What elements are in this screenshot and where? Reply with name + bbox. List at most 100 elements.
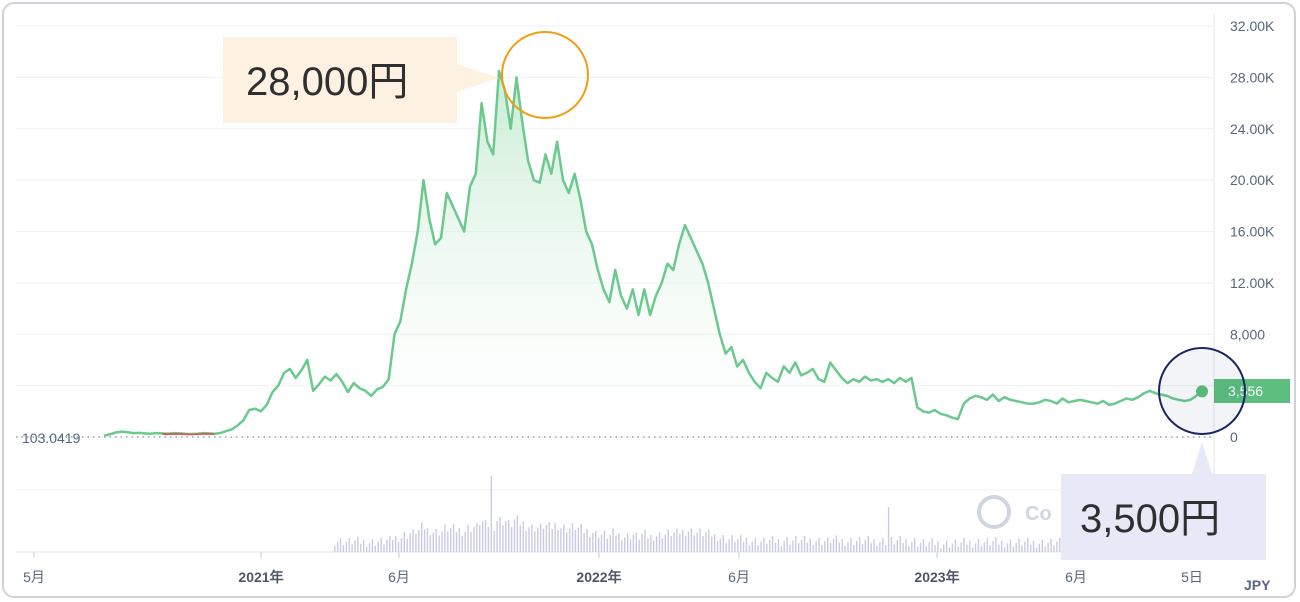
- volume-bar: [928, 542, 930, 552]
- volume-bar: [983, 542, 985, 552]
- volume-bar: [957, 546, 959, 552]
- volume-bar: [780, 546, 782, 552]
- volume-bar: [809, 538, 811, 552]
- volume-bar: [722, 535, 724, 552]
- volume-bar: [789, 544, 791, 552]
- volume-bar: [412, 529, 414, 552]
- volume-bar: [853, 545, 855, 552]
- volume-bar: [626, 533, 629, 552]
- volume-bar: [740, 535, 742, 552]
- volume-bar: [563, 524, 565, 552]
- volume-bar: [876, 546, 878, 552]
- volume-bar: [525, 531, 527, 552]
- peak-callout: 28,000円: [223, 37, 499, 123]
- volume-bar: [861, 544, 864, 552]
- volume-bar: [676, 528, 678, 552]
- volume-bar: [998, 544, 1000, 552]
- volume-bar: [580, 523, 582, 552]
- x-tick-label: 6月: [1065, 569, 1087, 585]
- volume-bar: [864, 539, 867, 552]
- volume-bar: [751, 541, 753, 552]
- volume-bar: [522, 521, 524, 552]
- volume-bar: [1041, 539, 1043, 552]
- volume-bar: [609, 534, 611, 552]
- volume-bar: [1032, 540, 1035, 552]
- volume-bar: [447, 531, 449, 552]
- volume-bar: [1006, 543, 1009, 552]
- volume-bar: [847, 542, 849, 552]
- volume-bar: [873, 539, 875, 552]
- volume-bar: [844, 545, 846, 552]
- volume-bar: [650, 534, 652, 552]
- volume-bar: [835, 535, 838, 552]
- volume-bar: [510, 527, 513, 552]
- volume-bar: [737, 539, 739, 552]
- volume-bar: [374, 545, 376, 552]
- volume-bar: [658, 532, 661, 552]
- y-tick-label: 8,000: [1230, 326, 1265, 342]
- volume-bar: [441, 531, 443, 552]
- volume-bar: [786, 537, 788, 552]
- currency-unit: JPY: [1244, 577, 1271, 593]
- volume-bar: [432, 532, 434, 552]
- volume-bar: [1044, 546, 1046, 552]
- volume-bar: [989, 545, 991, 552]
- peak-highlight-circle: [501, 31, 589, 119]
- volume-bar: [725, 543, 727, 552]
- volume-bar: [682, 529, 684, 552]
- volume-bar: [444, 524, 446, 552]
- volume-bar: [548, 522, 550, 552]
- volume-bar: [458, 528, 461, 552]
- volume-bar: [821, 545, 823, 552]
- volume-bar: [1024, 541, 1026, 552]
- volume-bar: [513, 519, 516, 552]
- volume-bar: [621, 540, 623, 552]
- volume-bar: [574, 530, 577, 552]
- volume-bar: [745, 537, 748, 552]
- volume-bar: [438, 535, 440, 552]
- volume-bar: [914, 537, 916, 552]
- volume-bar: [679, 533, 681, 552]
- volume-bar: [487, 526, 490, 552]
- x-tick-label: 6月: [728, 569, 750, 585]
- volume-bar: [711, 536, 713, 552]
- volume-bar: [467, 524, 469, 552]
- current-callout: 3,500円: [1061, 442, 1266, 560]
- volume-bar: [348, 537, 350, 552]
- volume-bar: [832, 538, 835, 552]
- x-tick-label: 5月: [23, 569, 45, 585]
- volume-bar: [554, 522, 556, 552]
- volume-bar: [963, 537, 965, 552]
- volume-bar: [798, 542, 800, 552]
- x-tick-label: 2022年: [576, 569, 621, 585]
- x-tick-label: 2021年: [238, 569, 283, 585]
- volume-bar: [702, 536, 704, 552]
- volume-bar: [728, 539, 730, 552]
- peak-callout-text: 28,000円: [246, 60, 408, 104]
- volume-bar: [1047, 542, 1049, 552]
- volume-bar: [421, 522, 423, 552]
- volume-bar: [774, 542, 777, 552]
- volume-bar: [696, 532, 698, 552]
- current-callout-text: 3,500円: [1080, 497, 1220, 541]
- watermark-logo: Co: [977, 495, 1052, 529]
- volume-bar: [629, 538, 632, 552]
- volume-bar: [960, 542, 962, 552]
- volume-bar: [415, 534, 417, 552]
- volume-bar: [566, 532, 568, 552]
- volume-bar: [1053, 545, 1055, 552]
- current-highlight-circle: [1158, 347, 1246, 435]
- x-tick-label: 5日: [1181, 569, 1203, 585]
- volume-bar: [394, 536, 397, 552]
- volume-bar: [653, 540, 655, 552]
- volume-bar: [748, 545, 751, 552]
- volume-bar: [992, 541, 994, 552]
- volume-bar: [542, 528, 545, 552]
- volume-bar: [1030, 544, 1032, 552]
- volume-bar: [371, 539, 374, 552]
- volume-bar: [812, 545, 814, 552]
- volume-bar: [496, 521, 498, 552]
- volume-bar: [922, 539, 925, 552]
- volume-bar: [661, 538, 664, 552]
